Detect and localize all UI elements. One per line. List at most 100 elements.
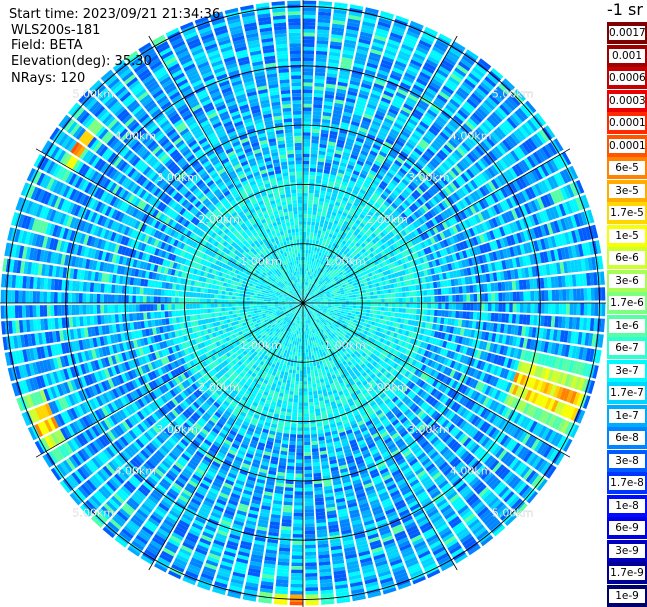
ppi-cell (408, 285, 413, 291)
ppi-cell (307, 345, 311, 349)
ppi-cell (329, 229, 335, 235)
ppi-cell (303, 121, 311, 126)
ppi-cell (314, 483, 323, 488)
ppi-cell (306, 271, 308, 275)
ppi-cell (356, 100, 367, 107)
ppi-cell (355, 291, 360, 295)
ppi-cell (323, 235, 328, 240)
ppi-cell (304, 327, 306, 332)
ppi-cell (331, 167, 338, 173)
ppi-cell (350, 120, 360, 127)
ppi-cell (324, 300, 328, 302)
ppi-cell (304, 274, 306, 279)
ppi-cell (315, 379, 320, 384)
ppi-cell (359, 303, 364, 306)
ppi-cell (381, 124, 391, 132)
ppi-cell (338, 191, 345, 197)
ppi-cell (317, 25, 330, 31)
ppi-cell (336, 225, 342, 230)
ppi-cell (303, 246, 306, 250)
ppi-cell (544, 290, 549, 301)
ppi-cell (307, 370, 311, 374)
ppi-cell (313, 200, 319, 205)
ppi-cell (569, 288, 574, 301)
ppi-cell (384, 49, 397, 57)
ppi-cell (319, 143, 327, 149)
ppi-cell (411, 56, 424, 65)
ppi-cell (340, 122, 350, 128)
ppi-cell (322, 261, 326, 266)
ppi-cell (367, 100, 378, 107)
ppi-cell (338, 230, 344, 235)
ppi-cell (309, 359, 313, 364)
ppi-cell (473, 311, 478, 320)
ppi-cell (326, 73, 338, 78)
ppi-cell (434, 309, 438, 316)
ppi-cell (363, 299, 367, 303)
ppi-cell (425, 58, 438, 68)
ppi-cell (326, 188, 333, 193)
ppi-cell (341, 118, 351, 124)
ppi-cell (303, 135, 311, 140)
ppi-cell (333, 9, 347, 15)
ppi-cell (462, 294, 467, 302)
ppi-cell (364, 140, 373, 147)
ppi-cell (384, 303, 389, 307)
ppi-cell (377, 303, 382, 307)
ppi-cell (313, 232, 318, 237)
ppi-cell (303, 32, 315, 37)
ppi-cell (383, 289, 388, 294)
ppi-cell (312, 118, 321, 123)
ppi-cell (309, 168, 316, 172)
ppi-cell (416, 303, 421, 309)
ppi-cell (353, 316, 358, 321)
ppi-cell (333, 12, 347, 18)
ppi-cell (483, 283, 488, 292)
ppi-cell (318, 252, 322, 257)
ppi-cell (323, 169, 330, 174)
ppi-cell (423, 296, 428, 302)
ppi-cell (458, 311, 463, 319)
ppi-cell (373, 34, 387, 42)
ppi-cell (308, 264, 311, 269)
ppi-cell (334, 299, 339, 302)
ppi-cell (316, 43, 328, 48)
ppi-cell (318, 204, 323, 209)
ppi-cell (569, 303, 574, 315)
ppi-cell (311, 444, 319, 449)
ppi-cell (315, 222, 320, 227)
ppi-cell (303, 150, 310, 154)
ppi-cell (402, 308, 406, 313)
ppi-cell (348, 87, 359, 93)
ppi-cell (362, 17, 377, 24)
ppi-cell (341, 309, 346, 312)
ppi-cell (383, 52, 396, 60)
ppi-cell (383, 311, 388, 316)
ppi-cell (357, 156, 366, 163)
ppi-cell (312, 458, 320, 463)
ppi-cell (378, 103, 389, 111)
ppi-cell (327, 305, 332, 308)
ppi-cell (313, 365, 318, 370)
ppi-cell (530, 303, 535, 314)
ppi-cell (345, 305, 350, 308)
ppi-cell (353, 201, 360, 207)
ppi-cell (487, 303, 492, 312)
ppi-cell (309, 409, 315, 414)
ppi-cell (311, 214, 317, 219)
ppi-cell (303, 93, 313, 97)
ppi-cell (344, 293, 349, 296)
ppi-cell (311, 128, 320, 133)
ppi-cell (371, 89, 382, 97)
ppi-cell (408, 93, 419, 102)
ppi-cell (398, 112, 409, 121)
ppi-cell (317, 390, 323, 395)
ppi-cell (331, 27, 345, 33)
ppi-cell (320, 269, 324, 273)
ppi-cell (379, 100, 390, 108)
ppi-cell (316, 236, 320, 241)
ppi-cell (332, 242, 337, 248)
ppi-cell (303, 53, 314, 58)
ppi-cell (311, 139, 319, 144)
ppi-cell (397, 287, 402, 293)
